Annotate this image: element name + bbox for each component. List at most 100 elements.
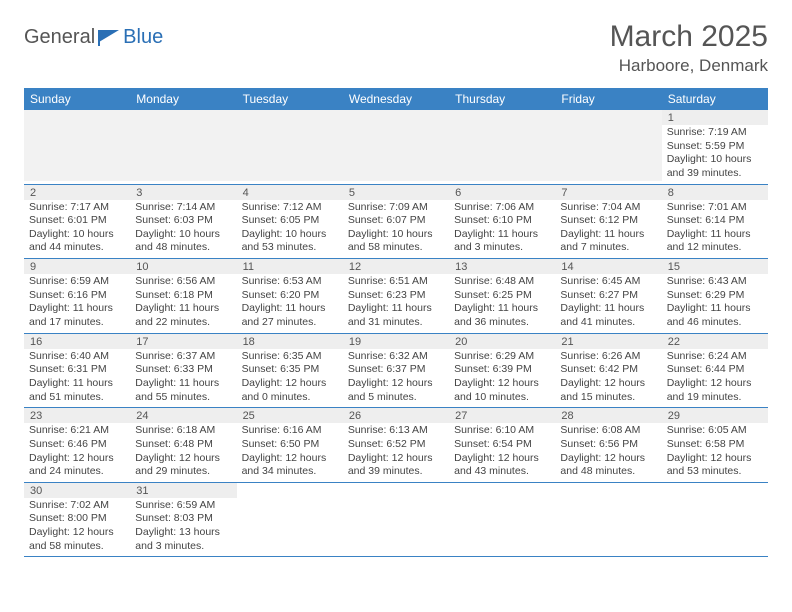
sunset-line: Sunset: 6:50 PM xyxy=(242,438,338,452)
day-cell xyxy=(237,110,343,184)
day-body: Sunrise: 6:56 AMSunset: 6:18 PMDaylight:… xyxy=(130,274,236,333)
sunset-line: Sunset: 6:01 PM xyxy=(29,214,125,228)
sunset-line: Sunset: 6:03 PM xyxy=(135,214,231,228)
day-body xyxy=(237,125,343,181)
sunset-line: Sunset: 6:29 PM xyxy=(667,289,763,303)
daylight-line: Daylight: 11 hours and 41 minutes. xyxy=(560,302,656,329)
daylight-line: Daylight: 12 hours and 29 minutes. xyxy=(135,452,231,479)
day-body: Sunrise: 7:04 AMSunset: 6:12 PMDaylight:… xyxy=(555,200,661,259)
day-cell: 8Sunrise: 7:01 AMSunset: 6:14 PMDaylight… xyxy=(662,185,768,259)
day-body xyxy=(24,125,130,181)
day-number: 23 xyxy=(24,408,130,423)
daylight-line: Daylight: 12 hours and 19 minutes. xyxy=(667,377,763,404)
sunrise-line: Sunrise: 6:26 AM xyxy=(560,350,656,364)
day-cell: 22Sunrise: 6:24 AMSunset: 6:44 PMDayligh… xyxy=(662,334,768,408)
sunrise-line: Sunrise: 7:12 AM xyxy=(242,201,338,215)
sunset-line: Sunset: 6:37 PM xyxy=(348,363,444,377)
day-body xyxy=(555,125,661,181)
day-number xyxy=(449,110,555,125)
day-body: Sunrise: 6:48 AMSunset: 6:25 PMDaylight:… xyxy=(449,274,555,333)
day-number: 17 xyxy=(130,334,236,349)
sunrise-line: Sunrise: 7:14 AM xyxy=(135,201,231,215)
sunrise-line: Sunrise: 7:02 AM xyxy=(29,499,125,513)
day-body: Sunrise: 6:59 AMSunset: 6:16 PMDaylight:… xyxy=(24,274,130,333)
day-body: Sunrise: 6:32 AMSunset: 6:37 PMDaylight:… xyxy=(343,349,449,408)
daylight-line: Daylight: 10 hours and 39 minutes. xyxy=(667,153,763,180)
sunset-line: Sunset: 6:16 PM xyxy=(29,289,125,303)
sunset-line: Sunset: 8:03 PM xyxy=(135,512,231,526)
day-number: 31 xyxy=(130,483,236,498)
day-body: Sunrise: 6:29 AMSunset: 6:39 PMDaylight:… xyxy=(449,349,555,408)
sunrise-line: Sunrise: 6:35 AM xyxy=(242,350,338,364)
day-number xyxy=(555,110,661,125)
day-number: 18 xyxy=(237,334,343,349)
sunrise-line: Sunrise: 6:29 AM xyxy=(454,350,550,364)
day-number: 9 xyxy=(24,259,130,274)
sunset-line: Sunset: 6:12 PM xyxy=(560,214,656,228)
day-cell xyxy=(555,110,661,184)
day-cell: 19Sunrise: 6:32 AMSunset: 6:37 PMDayligh… xyxy=(343,334,449,408)
daylight-line: Daylight: 11 hours and 51 minutes. xyxy=(29,377,125,404)
weekday-header: Saturday xyxy=(662,88,768,110)
week-row: 30Sunrise: 7:02 AMSunset: 8:00 PMDayligh… xyxy=(24,483,768,558)
sunset-line: Sunset: 8:00 PM xyxy=(29,512,125,526)
sunrise-line: Sunrise: 6:21 AM xyxy=(29,424,125,438)
weeks-container: 1Sunrise: 7:19 AMSunset: 5:59 PMDaylight… xyxy=(24,110,768,557)
daylight-line: Daylight: 12 hours and 34 minutes. xyxy=(242,452,338,479)
sunset-line: Sunset: 6:27 PM xyxy=(560,289,656,303)
sunset-line: Sunset: 6:31 PM xyxy=(29,363,125,377)
day-body: Sunrise: 7:17 AMSunset: 6:01 PMDaylight:… xyxy=(24,200,130,259)
day-body: Sunrise: 6:37 AMSunset: 6:33 PMDaylight:… xyxy=(130,349,236,408)
day-body xyxy=(343,498,449,554)
day-cell: 20Sunrise: 6:29 AMSunset: 6:39 PMDayligh… xyxy=(449,334,555,408)
sunrise-line: Sunrise: 6:18 AM xyxy=(135,424,231,438)
day-body: Sunrise: 6:26 AMSunset: 6:42 PMDaylight:… xyxy=(555,349,661,408)
day-cell: 21Sunrise: 6:26 AMSunset: 6:42 PMDayligh… xyxy=(555,334,661,408)
daylight-line: Daylight: 12 hours and 0 minutes. xyxy=(242,377,338,404)
daylight-line: Daylight: 10 hours and 48 minutes. xyxy=(135,228,231,255)
day-cell: 18Sunrise: 6:35 AMSunset: 6:35 PMDayligh… xyxy=(237,334,343,408)
calendar: SundayMondayTuesdayWednesdayThursdayFrid… xyxy=(24,88,768,557)
day-number: 20 xyxy=(449,334,555,349)
day-number: 16 xyxy=(24,334,130,349)
sunset-line: Sunset: 6:33 PM xyxy=(135,363,231,377)
daylight-line: Daylight: 10 hours and 44 minutes. xyxy=(29,228,125,255)
day-cell: 27Sunrise: 6:10 AMSunset: 6:54 PMDayligh… xyxy=(449,408,555,482)
weekday-header: Sunday xyxy=(24,88,130,110)
day-body: Sunrise: 6:35 AMSunset: 6:35 PMDaylight:… xyxy=(237,349,343,408)
day-cell: 17Sunrise: 6:37 AMSunset: 6:33 PMDayligh… xyxy=(130,334,236,408)
day-cell xyxy=(343,110,449,184)
day-cell: 13Sunrise: 6:48 AMSunset: 6:25 PMDayligh… xyxy=(449,259,555,333)
day-body: Sunrise: 6:21 AMSunset: 6:46 PMDaylight:… xyxy=(24,423,130,482)
day-body: Sunrise: 7:01 AMSunset: 6:14 PMDaylight:… xyxy=(662,200,768,259)
day-body xyxy=(449,125,555,181)
day-body: Sunrise: 6:13 AMSunset: 6:52 PMDaylight:… xyxy=(343,423,449,482)
title-block: March 2025 Harboore, Denmark xyxy=(610,20,768,76)
day-number: 29 xyxy=(662,408,768,423)
day-cell: 31Sunrise: 6:59 AMSunset: 8:03 PMDayligh… xyxy=(130,483,236,557)
day-body xyxy=(555,498,661,554)
week-row: 1Sunrise: 7:19 AMSunset: 5:59 PMDaylight… xyxy=(24,110,768,185)
day-cell: 29Sunrise: 6:05 AMSunset: 6:58 PMDayligh… xyxy=(662,408,768,482)
day-cell xyxy=(555,483,661,557)
daylight-line: Daylight: 10 hours and 58 minutes. xyxy=(348,228,444,255)
day-body: Sunrise: 7:14 AMSunset: 6:03 PMDaylight:… xyxy=(130,200,236,259)
day-number: 5 xyxy=(343,185,449,200)
sunrise-line: Sunrise: 6:53 AM xyxy=(242,275,338,289)
day-number xyxy=(343,110,449,125)
week-row: 16Sunrise: 6:40 AMSunset: 6:31 PMDayligh… xyxy=(24,334,768,409)
sunrise-line: Sunrise: 6:59 AM xyxy=(29,275,125,289)
sunrise-line: Sunrise: 6:40 AM xyxy=(29,350,125,364)
sunrise-line: Sunrise: 7:06 AM xyxy=(454,201,550,215)
sunset-line: Sunset: 6:07 PM xyxy=(348,214,444,228)
day-cell: 14Sunrise: 6:45 AMSunset: 6:27 PMDayligh… xyxy=(555,259,661,333)
day-body xyxy=(237,498,343,554)
brand-text-blue: Blue xyxy=(123,26,163,49)
day-body: Sunrise: 6:40 AMSunset: 6:31 PMDaylight:… xyxy=(24,349,130,408)
day-cell: 3Sunrise: 7:14 AMSunset: 6:03 PMDaylight… xyxy=(130,185,236,259)
sunrise-line: Sunrise: 6:24 AM xyxy=(667,350,763,364)
day-cell xyxy=(24,110,130,184)
day-number: 22 xyxy=(662,334,768,349)
day-body: Sunrise: 6:16 AMSunset: 6:50 PMDaylight:… xyxy=(237,423,343,482)
day-cell: 2Sunrise: 7:17 AMSunset: 6:01 PMDaylight… xyxy=(24,185,130,259)
